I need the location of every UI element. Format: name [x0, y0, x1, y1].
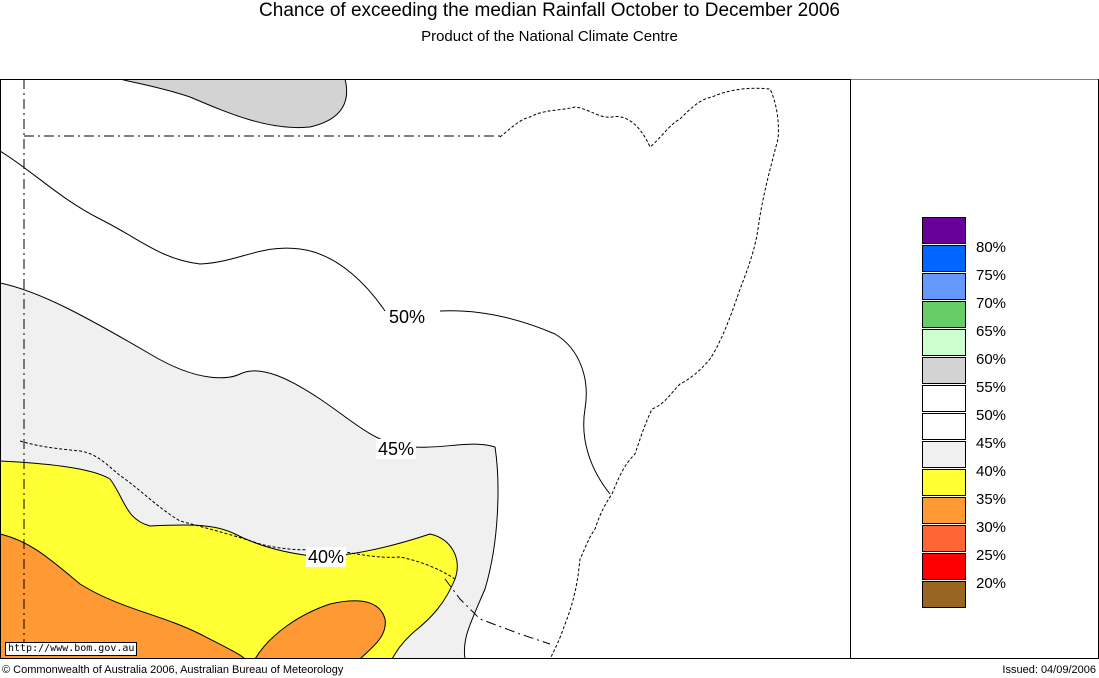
legend-swatch — [922, 273, 966, 300]
contour-label-50: 50% — [387, 307, 428, 327]
legend-label-20: 20% — [976, 575, 1007, 592]
legend-swatch — [922, 217, 966, 244]
legend-swatch — [922, 469, 966, 496]
website-url[interactable]: http://www.bom.gov.au — [5, 642, 138, 656]
legend-swatch — [922, 245, 966, 272]
legend-swatch — [922, 497, 966, 524]
legend-label-75: 75% — [976, 267, 1007, 284]
state-border-south — [444, 578, 551, 645]
copyright-notice: © Commonwealth of Australia 2006, Austra… — [2, 664, 344, 676]
legend-swatch — [922, 329, 966, 356]
legend-label-60: 60% — [976, 351, 1007, 368]
map-title: Chance of exceeding the median Rainfall … — [259, 0, 840, 21]
legend-swatch — [922, 385, 966, 412]
legend-label-70: 70% — [976, 295, 1007, 312]
murray-river — [19, 440, 456, 580]
map-frame: 50% 45% 40% — [0, 79, 1099, 659]
legend-swatch — [922, 413, 966, 440]
legend-swatch — [922, 525, 966, 552]
region-30-35 — [0, 533, 246, 659]
legend-swatch — [922, 357, 966, 384]
legend-label-35: 35% — [976, 491, 1007, 508]
contour-label-45: 45% — [376, 439, 417, 459]
issued-date: Issued: 04/09/2006 — [1002, 664, 1096, 676]
contour-50 — [0, 150, 611, 495]
legend-swatch — [922, 441, 966, 468]
legend-label-65: 65% — [976, 323, 1007, 340]
legend-label-30: 30% — [976, 519, 1007, 536]
rainfall-map — [0, 79, 1099, 659]
map-subtitle: Product of the National Climate Centre — [421, 28, 678, 45]
legend-label-55: 55% — [976, 379, 1007, 396]
legend-label-80: 80% — [976, 239, 1007, 256]
region-55-60 — [119, 79, 348, 129]
legend-swatch — [922, 301, 966, 328]
legend-swatch — [922, 553, 966, 580]
coastline — [499, 87, 779, 659]
legend-swatch — [922, 581, 966, 608]
legend-label-40: 40% — [976, 463, 1007, 480]
contour-label-40: 40% — [306, 547, 347, 567]
legend-label-25: 25% — [976, 547, 1007, 564]
legend-label-50: 50% — [976, 407, 1007, 424]
region-30-35-east — [254, 600, 386, 659]
legend-label-45: 45% — [976, 435, 1007, 452]
